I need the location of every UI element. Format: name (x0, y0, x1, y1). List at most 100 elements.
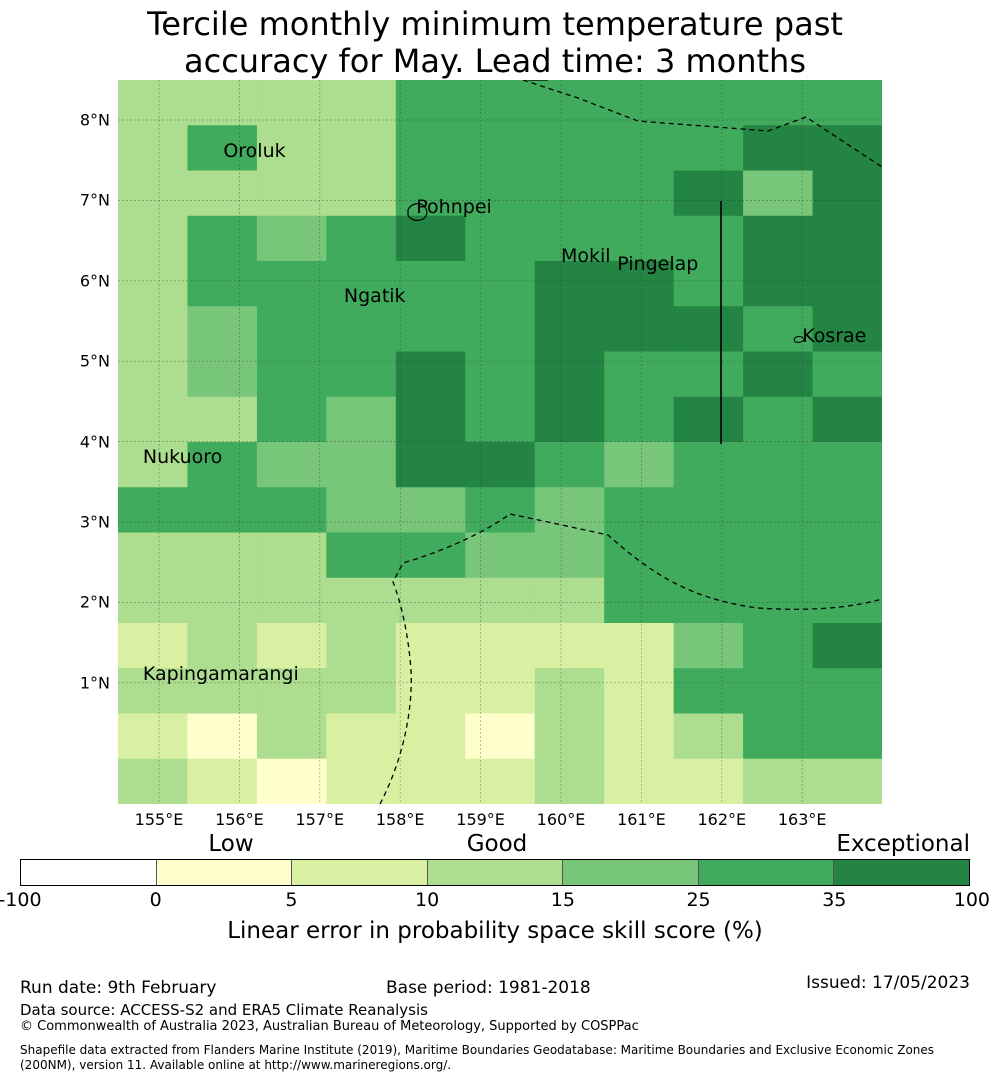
grid-cell (743, 351, 814, 398)
grid-cell (743, 306, 814, 353)
map-canvas (118, 80, 882, 804)
grid-cell (673, 758, 744, 804)
colorbar-tick-label: 10 (415, 889, 440, 911)
grid-cell (465, 442, 536, 488)
grid-cell (395, 261, 466, 307)
grid-cell (673, 577, 744, 624)
grid-cell (534, 442, 605, 488)
grid-cell (534, 713, 605, 760)
grid-cell (534, 261, 605, 307)
grid-cell (673, 306, 744, 353)
copyright: © Commonwealth of Australia 2023, Austra… (20, 1019, 639, 1034)
grid-cell (395, 623, 466, 669)
issued-date: Issued: 17/05/2023 (806, 973, 970, 993)
run-date: Run date: 9th February (20, 978, 217, 998)
longitude-label: 160°E (536, 810, 586, 829)
grid-cell (812, 577, 882, 624)
grid-cell (465, 758, 536, 804)
grid-cell (604, 170, 675, 217)
grid-cell (187, 215, 258, 262)
grid-cell (256, 306, 327, 353)
grid-cell (187, 713, 258, 760)
grid-cell (256, 623, 327, 669)
grid-cell (673, 80, 744, 126)
grid-cell (187, 80, 258, 126)
longitude-label: 158°E (375, 810, 425, 829)
grid-cell (187, 306, 258, 353)
grid-cell (743, 532, 814, 579)
grid-cell (256, 170, 327, 217)
grid-cell (812, 396, 882, 443)
longitude-label: 157°E (295, 810, 345, 829)
grid-cell (326, 758, 397, 804)
grid-cell (395, 215, 466, 262)
latitude-label: 2°N (79, 592, 110, 612)
grid-cell (118, 758, 189, 804)
grid-cell (673, 623, 744, 669)
grid-cell (395, 758, 466, 804)
longitude-label: 163°E (777, 810, 827, 829)
grid-cell (256, 396, 327, 443)
grid-cell (465, 306, 536, 353)
grid-cell (118, 442, 189, 488)
grid-cell (812, 351, 882, 398)
place-label: Kapingamarangi (142, 662, 299, 685)
grid-cell (604, 668, 675, 715)
grid-cell (465, 668, 536, 715)
grid-cell (604, 215, 675, 262)
grid-cell (118, 170, 189, 217)
colorbar-segment (427, 860, 564, 885)
grid-cell (326, 577, 397, 624)
colorbar-tick-label: 35 (822, 889, 847, 911)
grid-cell (534, 170, 605, 217)
colorbar-tick-label: 25 (686, 889, 711, 911)
data-source: Data source: ACCESS-S2 and ERA5 Climate … (20, 1001, 428, 1019)
grid-cell (326, 487, 397, 534)
grid-cell (118, 487, 189, 534)
grid-cell (395, 577, 466, 624)
grid-cell (395, 713, 466, 760)
grid-cell (326, 306, 397, 353)
grid-cell (743, 396, 814, 443)
colorbar-segment (834, 860, 970, 885)
longitude-label: 156°E (215, 810, 264, 829)
grid-cell (604, 306, 675, 353)
grid-cell (256, 351, 327, 398)
grid-cell (326, 125, 397, 172)
grid-cell (812, 215, 882, 262)
grid-cell (534, 623, 605, 669)
grid-cell (187, 351, 258, 398)
place-label: Oroluk (223, 140, 286, 163)
place-label: Ngatik (343, 284, 406, 307)
grid-cell (326, 442, 397, 488)
grid-cell (534, 306, 605, 353)
grid-cell (118, 351, 189, 398)
grid-cell (673, 261, 744, 307)
grid-cell (395, 80, 466, 126)
grid-cell (465, 80, 536, 126)
latitude-label: 4°N (79, 432, 110, 452)
kosrae-island-outline (793, 335, 805, 343)
shapefile-credit-line-2: (200NM), version 11. Available online at… (20, 1058, 452, 1072)
longitude-label: 155°E (134, 810, 184, 829)
shapefile-credit-line-1: Shapefile data extracted from Flanders M… (20, 1043, 935, 1057)
grid-cell (187, 668, 258, 715)
grid-cell (118, 306, 189, 353)
grid-cell (395, 306, 466, 353)
title-line-1: Tercile monthly minimum temperature past (147, 5, 843, 43)
pohnpei-island-outline (407, 203, 428, 221)
grid-cell (743, 170, 814, 217)
place-label: Kosrae (802, 325, 867, 348)
grid-cell (534, 577, 605, 624)
base-period: Base period: 1981-2018 (386, 978, 591, 998)
colorbar-tick-label: 0 (149, 889, 162, 911)
grid-cell (604, 261, 675, 307)
grid-cell (604, 442, 675, 488)
grid-cell (395, 170, 466, 217)
colorbar-segment (698, 860, 835, 885)
grid-cell (187, 577, 258, 624)
longitude-label: 161°E (617, 810, 666, 829)
grid-cell (187, 623, 258, 669)
place-label: Pingelap (617, 252, 699, 275)
grid-cell (395, 351, 466, 398)
